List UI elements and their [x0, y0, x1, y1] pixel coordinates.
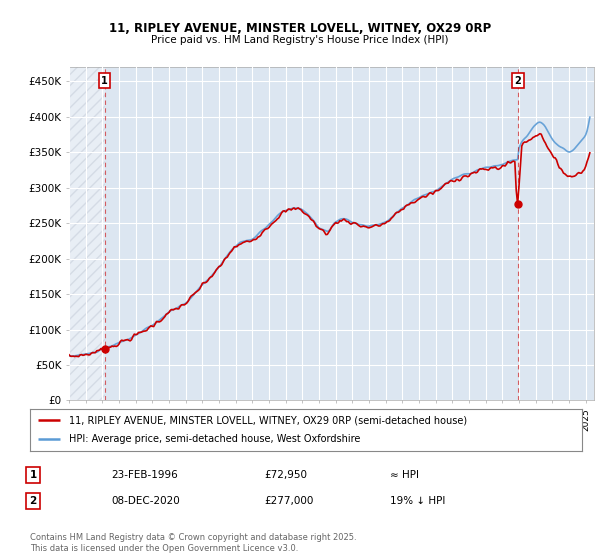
Text: 23-FEB-1996: 23-FEB-1996 — [111, 470, 178, 480]
Text: £277,000: £277,000 — [264, 496, 313, 506]
Text: 2: 2 — [29, 496, 37, 506]
Text: 19% ↓ HPI: 19% ↓ HPI — [390, 496, 445, 506]
Text: 11, RIPLEY AVENUE, MINSTER LOVELL, WITNEY, OX29 0RP (semi-detached house): 11, RIPLEY AVENUE, MINSTER LOVELL, WITNE… — [68, 416, 467, 426]
Text: HPI: Average price, semi-detached house, West Oxfordshire: HPI: Average price, semi-detached house,… — [68, 435, 360, 445]
Text: Price paid vs. HM Land Registry's House Price Index (HPI): Price paid vs. HM Land Registry's House … — [151, 35, 449, 45]
Text: 2: 2 — [514, 76, 521, 86]
Text: ≈ HPI: ≈ HPI — [390, 470, 419, 480]
Text: Contains HM Land Registry data © Crown copyright and database right 2025.
This d: Contains HM Land Registry data © Crown c… — [30, 533, 356, 553]
Text: 1: 1 — [29, 470, 37, 480]
Text: 08-DEC-2020: 08-DEC-2020 — [111, 496, 180, 506]
Text: £72,950: £72,950 — [264, 470, 307, 480]
Text: 1: 1 — [101, 76, 108, 86]
Text: 11, RIPLEY AVENUE, MINSTER LOVELL, WITNEY, OX29 0RP: 11, RIPLEY AVENUE, MINSTER LOVELL, WITNE… — [109, 22, 491, 35]
Bar — [69, 67, 104, 400]
